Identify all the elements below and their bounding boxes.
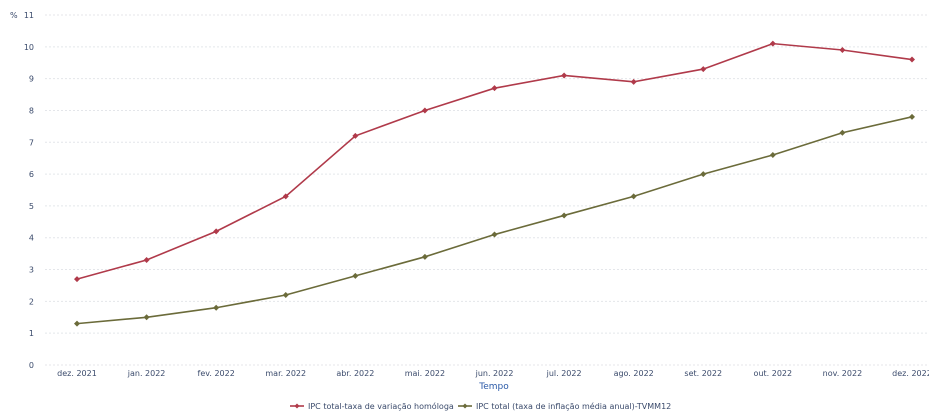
x-tick-label: nov. 2022	[823, 369, 863, 378]
data-point[interactable]	[630, 193, 637, 200]
y-tick-label: 7	[29, 138, 34, 147]
data-point[interactable]	[630, 78, 637, 85]
x-tick-label: fev. 2022	[198, 369, 235, 378]
y-tick-label: 0	[29, 361, 34, 370]
data-point[interactable]	[909, 113, 915, 120]
grid-layer	[45, 14, 927, 366]
data-point[interactable]	[561, 72, 568, 79]
y-tick-label: 1	[29, 329, 34, 338]
y-tick-label: 11	[24, 11, 34, 20]
x-axis-title: Tempo	[478, 382, 509, 392]
y-tick-label: 10	[24, 43, 34, 52]
data-point[interactable]	[74, 276, 80, 283]
data-point[interactable]	[282, 193, 289, 200]
x-tick-label: out. 2022	[754, 369, 793, 378]
data-point[interactable]	[352, 272, 359, 279]
data-point[interactable]	[143, 257, 150, 263]
data-point[interactable]	[839, 129, 846, 136]
x-tick-label: set. 2022	[684, 369, 722, 378]
legend-marker	[462, 403, 468, 409]
data-point[interactable]	[909, 56, 915, 63]
data-point[interactable]	[74, 320, 80, 327]
data-point[interactable]	[213, 228, 220, 235]
y-tick-label: 5	[29, 202, 34, 211]
x-tick-label: mar. 2022	[265, 369, 306, 378]
y-tick-label: 9	[29, 75, 34, 84]
data-point[interactable]	[491, 85, 498, 92]
y-tick-label: 3	[29, 266, 34, 275]
x-tick-label: dez. 2022	[892, 369, 929, 378]
data-point[interactable]	[421, 107, 428, 114]
legend-marker	[294, 403, 300, 409]
y-axis: % 0 1 2 3 4 5 6 7 8 9 10 11	[10, 11, 34, 370]
legend-label[interactable]: IPC total-taxa de variação homóloga	[308, 401, 454, 411]
data-point[interactable]	[561, 212, 568, 219]
data-point[interactable]	[282, 292, 289, 298]
y-tick-label: 6	[29, 170, 34, 179]
x-tick-label: jun. 2022	[475, 369, 514, 378]
y-tick-label: 2	[29, 297, 34, 306]
data-point[interactable]	[769, 40, 776, 47]
x-tick-label: dez. 2021	[57, 369, 97, 378]
x-tick-label: mai. 2022	[405, 369, 445, 378]
series-layer	[74, 40, 915, 327]
data-point[interactable]	[352, 132, 359, 139]
data-point[interactable]	[491, 231, 498, 238]
data-point[interactable]	[769, 152, 776, 158]
x-tick-label: abr. 2022	[336, 369, 374, 378]
data-point[interactable]	[700, 171, 707, 178]
y-axis-unit: %	[10, 11, 18, 20]
data-point[interactable]	[421, 253, 428, 260]
data-point[interactable]	[213, 304, 220, 311]
y-tick-label: 4	[29, 234, 34, 243]
legend-label[interactable]: IPC total (taxa de inflação média anual)…	[476, 401, 671, 411]
x-axis: Tempo dez. 2021 jan. 2022 fev. 2022 mar. 20…	[57, 369, 929, 392]
series-line-2	[76, 116, 913, 325]
legend: IPC total-taxa de variação homóloga IPC t…	[290, 401, 671, 411]
data-point[interactable]	[839, 47, 846, 53]
y-tick-label: 8	[29, 106, 34, 115]
x-tick-label: jan. 2022	[127, 369, 166, 378]
x-tick-label: jul. 2022	[546, 369, 582, 378]
data-point[interactable]	[700, 66, 707, 73]
x-tick-label: ago. 2022	[614, 369, 654, 378]
data-point[interactable]	[143, 314, 150, 321]
